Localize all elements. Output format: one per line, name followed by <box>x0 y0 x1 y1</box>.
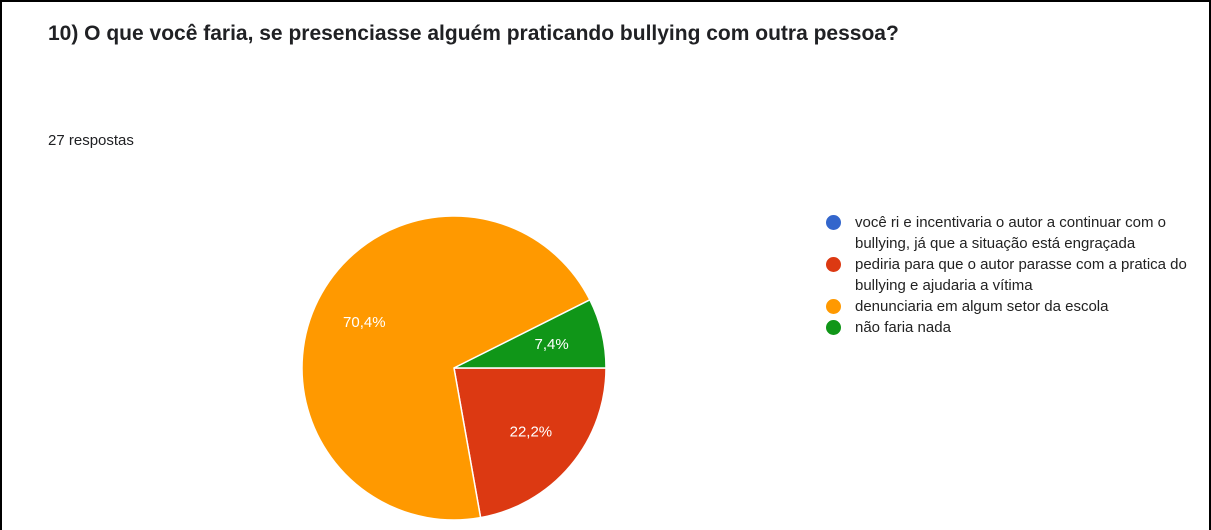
legend-item: pediria para que o autor parasse com a p… <box>824 254 1209 296</box>
slice-label: 7,4% <box>535 336 569 353</box>
chart-title: 10) O que você faria, se presenciasse al… <box>48 22 899 45</box>
legend-label: não faria nada <box>855 319 951 336</box>
legend-label: você ri e incentivaria o autor a continu… <box>855 214 1166 252</box>
legend-item: denunciaria em algum setor da escola <box>824 296 1209 317</box>
chart-subtitle: 27 respostas <box>48 132 134 149</box>
pie-slice <box>453 298 607 369</box>
legend-swatch <box>826 299 841 314</box>
legend-swatch <box>826 320 841 335</box>
slice-label: 70,4% <box>343 314 386 331</box>
legend-item: não faria nada <box>824 317 1209 338</box>
legend-label: denunciaria em algum setor da escola <box>855 298 1109 315</box>
legend-swatch <box>826 215 841 230</box>
slice-label: 22,2% <box>510 423 553 440</box>
legend: você ri e incentivaria o autor a continu… <box>824 212 1209 338</box>
pie-slice <box>301 215 591 521</box>
pie-slice <box>453 367 607 519</box>
legend-swatch <box>826 257 841 272</box>
legend-label: pediria para que o autor parasse com a p… <box>855 256 1187 294</box>
legend-item: você ri e incentivaria o autor a continu… <box>824 212 1209 254</box>
